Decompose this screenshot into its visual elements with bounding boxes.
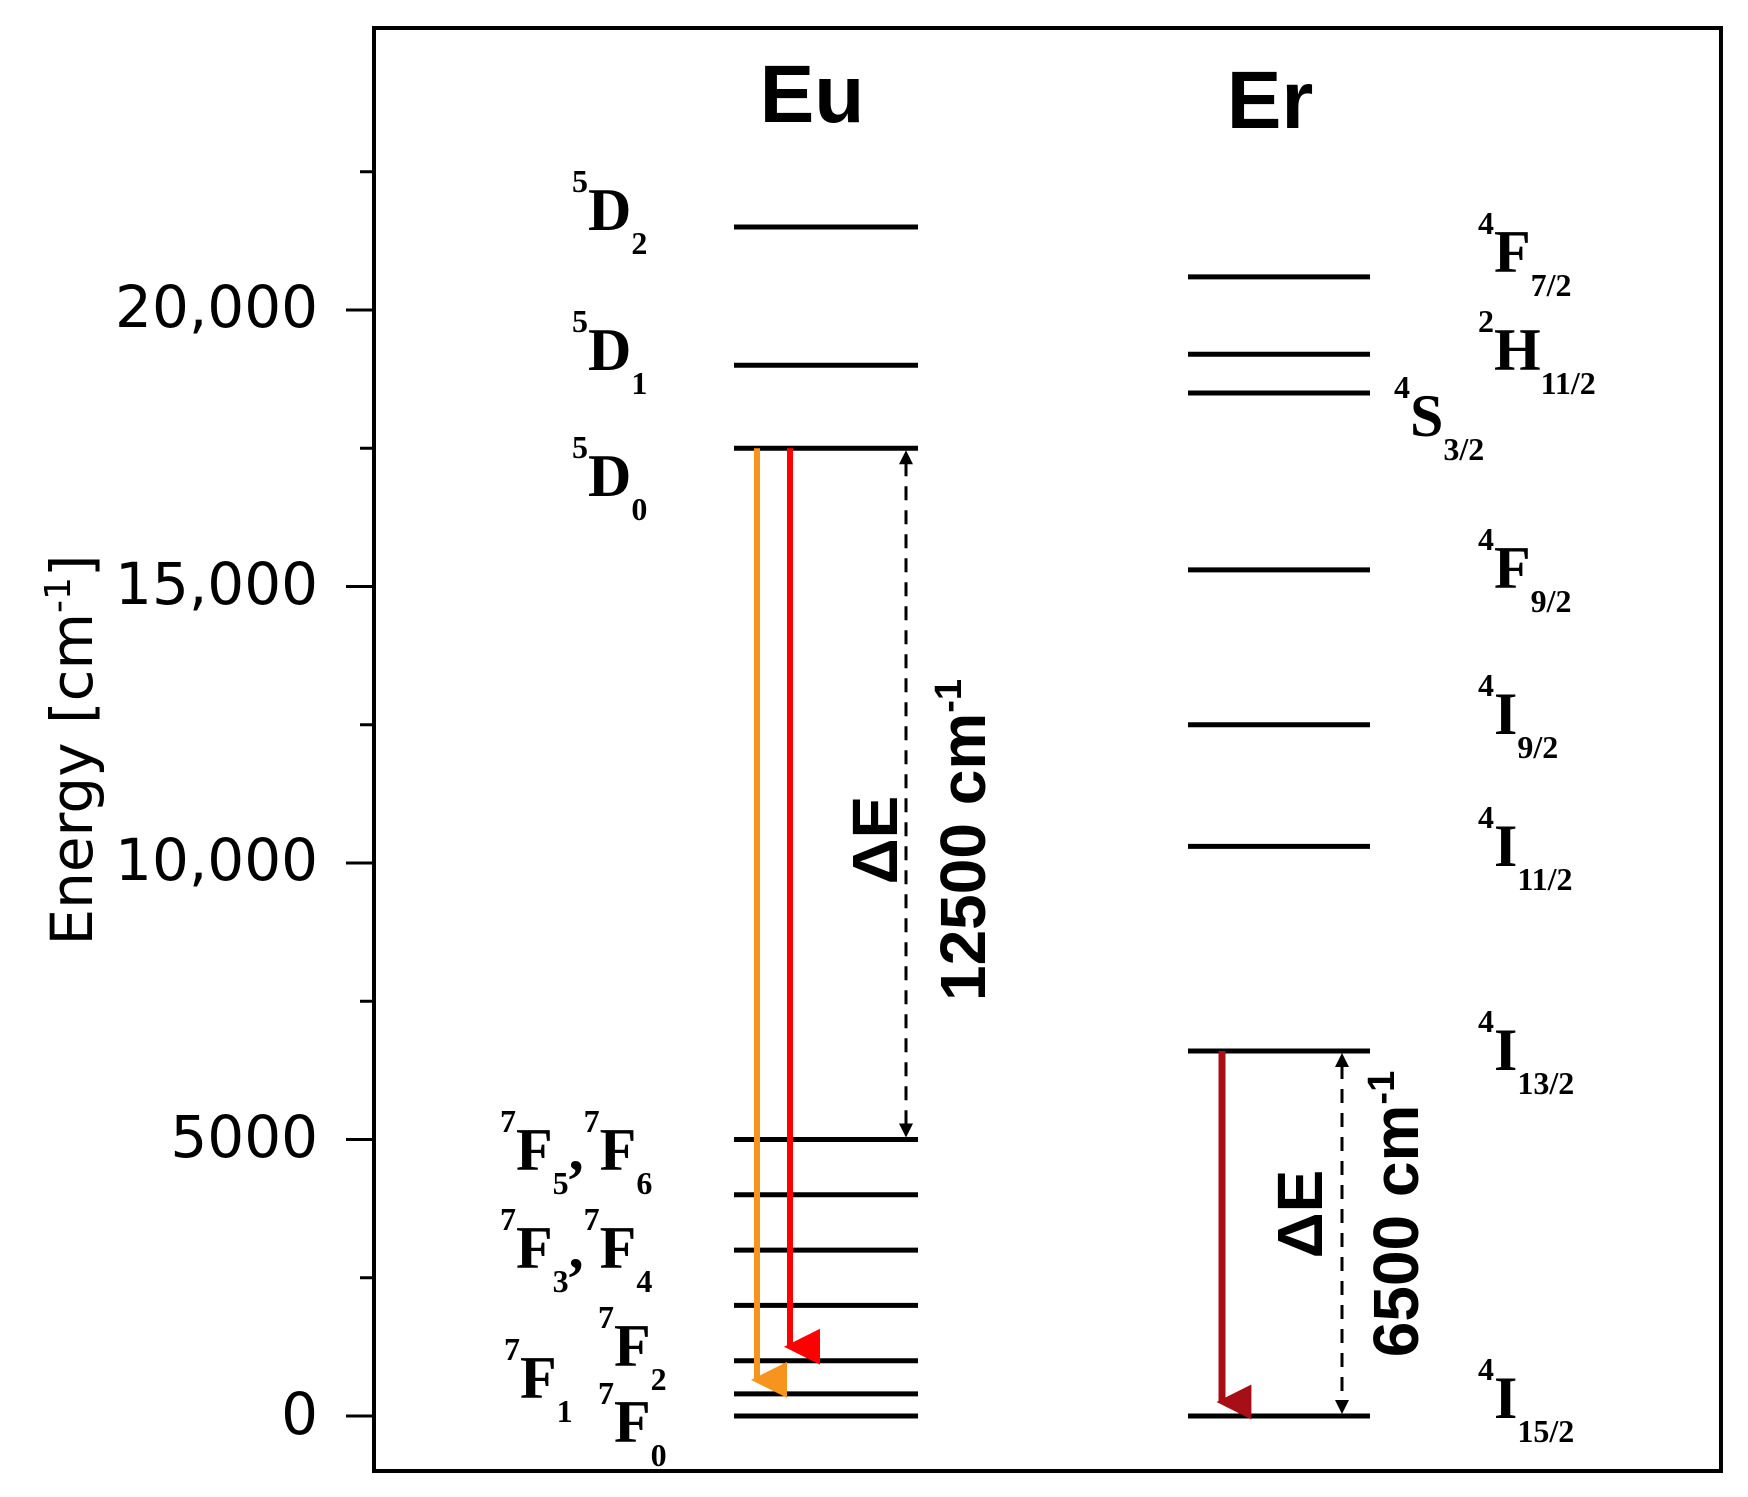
y-tick-label: 5000 [170, 1103, 318, 1171]
term-label-5d2: 5D2 [572, 163, 647, 261]
term-label-7f1: 7F1 [504, 1331, 573, 1429]
y-axis-ticks [346, 170, 374, 1418]
term-label-5d0: 5D0 [572, 429, 647, 527]
eu-gap-symbol: ΔE [839, 796, 911, 885]
term-label-4i9-2: 4I9/2 [1478, 667, 1558, 765]
gap-arrowhead-down [1335, 1400, 1349, 1414]
ion-label-er: Er [1227, 55, 1314, 146]
term-label-4f7-2: 4F7/2 [1478, 205, 1572, 303]
gap-arrowhead-up [899, 450, 913, 465]
er-gap-symbol: ΔE [1264, 1170, 1336, 1259]
eu-energy-gap-arrow [899, 450, 913, 1138]
gap-arrowhead-down [899, 1123, 913, 1138]
er-gap-value: 6500 cm-1 [1360, 1071, 1432, 1357]
term-label-4f9-2: 4F9/2 [1478, 521, 1572, 619]
term-label-7f2: 7F2 [598, 1299, 667, 1397]
ion-label-eu: Eu [760, 49, 865, 140]
er-levels [1188, 274, 1370, 1419]
term-label-7f3-7f4: 7F3,7F4 [500, 1201, 652, 1299]
term-label-7f5-7f6: 7F5,7F6 [500, 1103, 652, 1201]
y-tick-label: 0 [281, 1380, 318, 1448]
term-label-4i13-2: 4I13/2 [1478, 1003, 1574, 1101]
y-tick-label: 15,000 [115, 550, 318, 618]
er-energy-gap-arrow [1335, 1053, 1349, 1414]
term-label-7f0: 7F0 [598, 1375, 667, 1473]
term-label-2h11-2: 2H11/2 [1478, 303, 1596, 401]
eu-levels [734, 224, 918, 1419]
y-tick-label: 10,000 [115, 826, 318, 894]
term-label-4i11-2: 4I11/2 [1478, 799, 1572, 897]
y-axis-title: Energy [cm-1] [38, 554, 106, 945]
term-label-4s3-2: 4S3/2 [1394, 369, 1484, 467]
eu-gap-value: 12500 cm-1 [927, 679, 999, 1001]
term-label-4i15-2: 4I15/2 [1478, 1351, 1574, 1449]
gap-arrowhead-up [1335, 1053, 1349, 1068]
y-tick-label: 20,000 [115, 273, 318, 341]
plot-frame [372, 26, 1723, 1473]
term-label-5d1: 5D1 [572, 303, 647, 401]
